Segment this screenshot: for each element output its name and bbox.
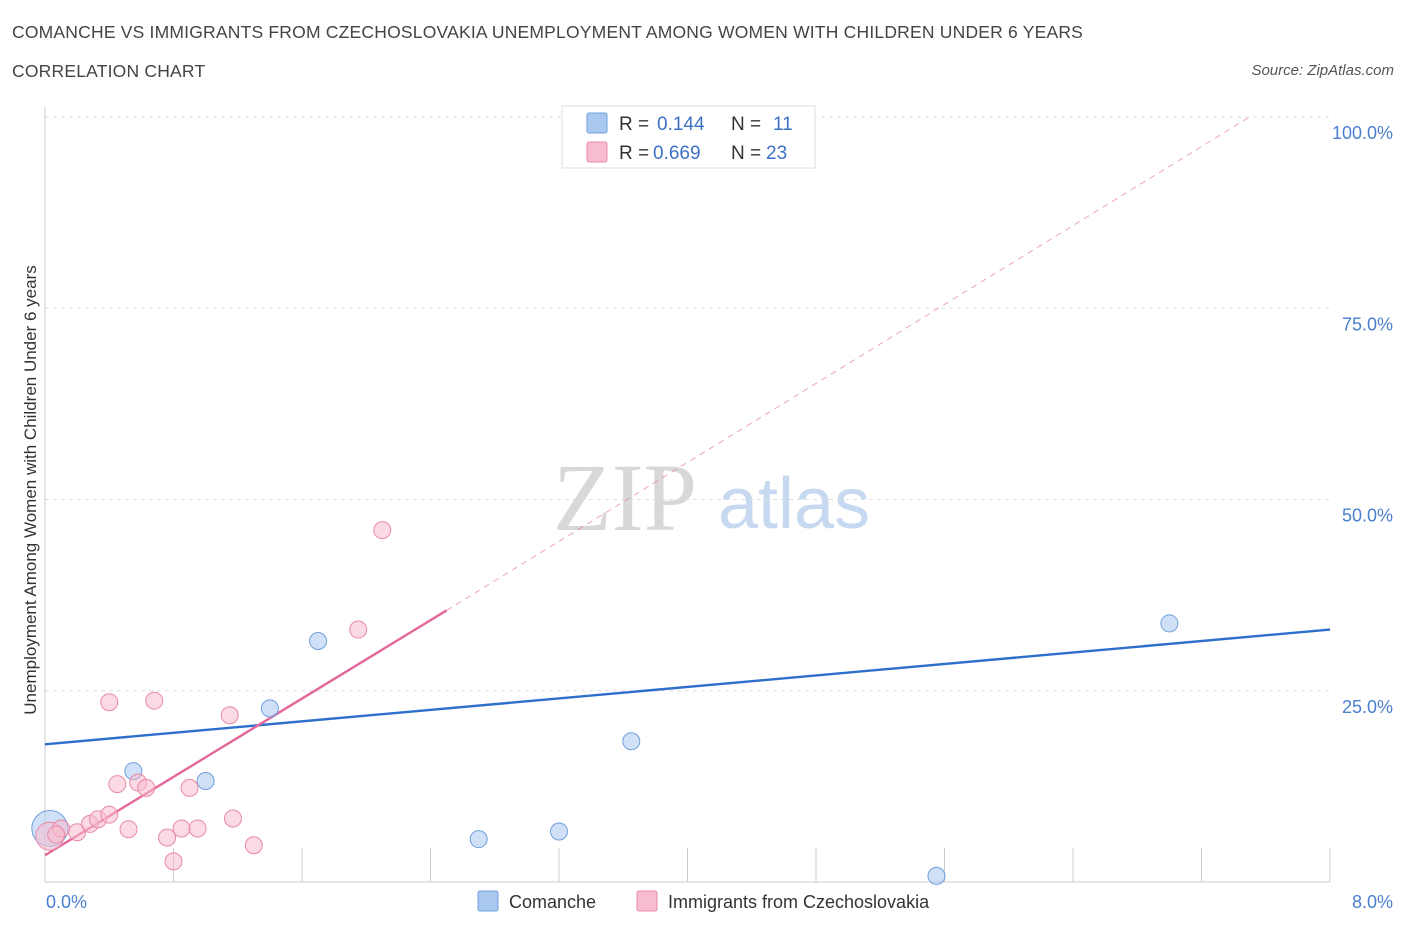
data-point [100, 693, 119, 712]
chart-subtitle: CORRELATION CHART [12, 61, 206, 81]
x-tick-label: 0.0% [46, 892, 87, 912]
data-point [622, 732, 641, 751]
data-point [180, 778, 199, 797]
data-point [196, 772, 215, 791]
series-legend: Comanche Immigrants from Czechoslovakia [477, 890, 930, 912]
data-point [137, 778, 156, 797]
legend-n-value-czechoslovakia: 23 [766, 143, 787, 164]
legend-n-label: N = [731, 143, 761, 164]
legend-swatch-czechoslovakia [586, 141, 608, 163]
x-tick-labels: 0.0% 8.0% [46, 892, 1393, 912]
data-point [145, 691, 164, 710]
data-point [220, 706, 239, 725]
y-tick-label: 100.0% [1332, 123, 1393, 143]
source-label: Source: ZipAtlas.com [1251, 62, 1394, 79]
data-point [158, 828, 177, 847]
y-tick-label: 75.0% [1342, 314, 1393, 334]
watermark-zip: ZIP [553, 444, 697, 551]
y-axis-label: Unemployment Among Women with Children U… [21, 265, 40, 714]
data-point [260, 699, 279, 718]
legend-n-value-comanche: 11 [773, 114, 793, 135]
data-point [309, 632, 328, 651]
data-point [223, 809, 242, 828]
chart-title: COMANCHE VS IMMIGRANTS FROM CZECHOSLOVAK… [12, 22, 1084, 42]
data-point [188, 819, 207, 838]
trend-line [44, 628, 1331, 746]
legend-swatch-comanche [586, 112, 608, 134]
data-point [469, 830, 488, 849]
legend-n-label: N = [731, 114, 761, 135]
x-tick-label: 8.0% [1352, 892, 1393, 912]
data-point [164, 852, 183, 871]
legend-r-value-comanche: 0.144 [657, 114, 705, 135]
data-points [31, 108, 1179, 885]
y-tick-label: 50.0% [1342, 506, 1393, 526]
data-point [119, 820, 138, 839]
data-point [68, 823, 87, 842]
axes [44, 107, 1331, 883]
data-point [244, 836, 263, 855]
legend-entry-comanche: Comanche [509, 892, 596, 912]
stats-legend: R = 0.144 N = 11 R = 0.669 N = 23 [561, 105, 816, 169]
legend-r-label: R = [619, 114, 649, 135]
legend-swatch-comanche [477, 890, 499, 912]
data-point [349, 620, 368, 639]
legend-entry-czechoslovakia: Immigrants from Czechoslovakia [668, 892, 930, 912]
data-point [373, 521, 392, 540]
grid-lines [45, 116, 1330, 692]
data-point [927, 866, 946, 885]
y-tick-labels: 25.0% 50.0% 75.0% 100.0% [1332, 123, 1393, 717]
legend-swatch-czechoslovakia [636, 890, 658, 912]
data-point [172, 819, 191, 838]
data-point [550, 822, 568, 841]
legend-r-label: R = [619, 143, 649, 164]
data-point [100, 805, 119, 824]
data-point [47, 825, 66, 844]
data-point [108, 775, 127, 794]
y-tick-label: 25.0% [1342, 697, 1393, 717]
watermark-atlas: atlas [718, 464, 870, 544]
legend-r-value-czechoslovakia: 0.669 [653, 143, 701, 164]
data-point [1160, 614, 1179, 633]
trend-line-extension [446, 116, 1250, 611]
